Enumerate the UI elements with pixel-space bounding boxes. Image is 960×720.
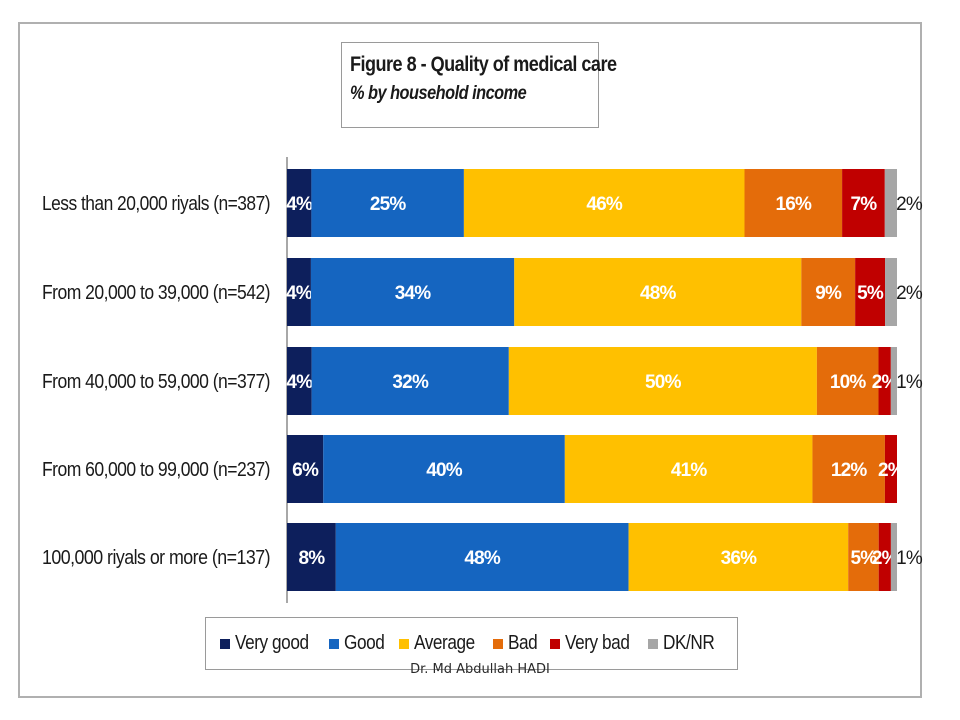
bar-segment (816, 347, 879, 415)
legend-label: Very good (235, 632, 309, 654)
legend-swatch (492, 638, 503, 649)
legend-label: DK/NR (663, 632, 715, 654)
legend-swatch (328, 638, 339, 649)
bar-segment (884, 435, 897, 503)
legend-item: Very bad (550, 632, 640, 655)
data-label: 48% (464, 548, 501, 569)
bar-segment (628, 523, 849, 591)
data-label: 6% (292, 460, 319, 481)
bar-segment (890, 523, 897, 591)
legend-item: Good (328, 632, 391, 655)
bar-segment (878, 347, 891, 415)
legend-label: Very bad (565, 632, 630, 654)
bar-segment (801, 258, 856, 326)
bar-segment (890, 347, 897, 415)
data-label: 12% (831, 460, 868, 481)
chart-subtitle: % by household income (350, 83, 527, 104)
legend-item: Bad (492, 632, 542, 655)
data-label: 4% (286, 194, 313, 215)
legend-swatch (398, 638, 409, 649)
data-label: 4% (286, 283, 313, 304)
chart-title: Figure 8 - Quality of medical care (350, 53, 617, 76)
data-label: 8% (298, 548, 325, 569)
bar-segment (323, 435, 565, 503)
data-label: 16% (775, 194, 812, 215)
data-label: 1% (896, 372, 923, 393)
legend-label: Average (413, 632, 475, 654)
bar-segment (514, 258, 802, 326)
category-label: From 20,000 to 39,000 (n=542) (42, 282, 270, 304)
bar-segment (287, 523, 336, 591)
category-label: 100,000 riyals or more (n=137) (42, 547, 270, 569)
bar-segment (335, 523, 629, 591)
data-label: 34% (395, 283, 432, 304)
legend-swatch (220, 638, 231, 649)
bar-segment (842, 169, 885, 237)
data-label: 2% (896, 194, 923, 215)
legend-swatch (550, 638, 561, 649)
data-label: 5% (851, 548, 878, 569)
bar-segment (311, 347, 509, 415)
chart-legend: Very good Good Average Bad Very bad DK/NR (205, 617, 738, 670)
bar-segment (311, 169, 464, 237)
data-label: 4% (286, 372, 313, 393)
legend-item: DK/NR (648, 632, 723, 655)
bar-segment (744, 169, 843, 237)
chart-title-box: Figure 8 - Quality of medical care % by … (341, 42, 617, 128)
data-label: 41% (671, 460, 708, 481)
data-label: 25% (370, 194, 407, 215)
legend-swatch (648, 638, 659, 649)
data-label: 1% (896, 548, 923, 569)
legend-item: Average (398, 632, 485, 655)
data-label: 5% (857, 283, 884, 304)
data-label: 48% (640, 283, 677, 304)
category-label: From 60,000 to 99,000 (n=237) (42, 459, 270, 481)
legend-item: Very good (220, 632, 321, 655)
bar-segment (287, 347, 312, 415)
bar-segment (884, 169, 897, 237)
category-label: From 40,000 to 59,000 (n=377) (42, 371, 270, 393)
bar-segment (310, 258, 515, 326)
bar-segment (885, 258, 897, 326)
data-label: 10% (830, 372, 867, 393)
data-label: 2% (896, 283, 923, 304)
bar-segment (287, 435, 324, 503)
bar-segment (508, 347, 817, 415)
watermark: Dr. Md Abdullah HADI (410, 662, 550, 677)
bar-segment (287, 258, 311, 326)
legend-label: Bad (507, 632, 538, 654)
bar-segment (855, 258, 886, 326)
data-label: 46% (586, 194, 623, 215)
legend-label: Good (343, 632, 385, 654)
data-label: 50% (645, 372, 682, 393)
data-label: 32% (392, 372, 429, 393)
bar-segment (463, 169, 745, 237)
data-label: 40% (426, 460, 463, 481)
category-label: Less than 20,000 riyals (n=387) (42, 193, 270, 215)
data-label: 7% (851, 194, 878, 215)
bar-segment (287, 169, 312, 237)
bar-segment (812, 435, 885, 503)
data-label: 2% (878, 460, 905, 481)
bar-segment (848, 523, 879, 591)
data-label: 36% (721, 548, 758, 569)
data-label: 9% (815, 283, 842, 304)
bar-segment (878, 523, 891, 591)
bar-segment (564, 435, 813, 503)
